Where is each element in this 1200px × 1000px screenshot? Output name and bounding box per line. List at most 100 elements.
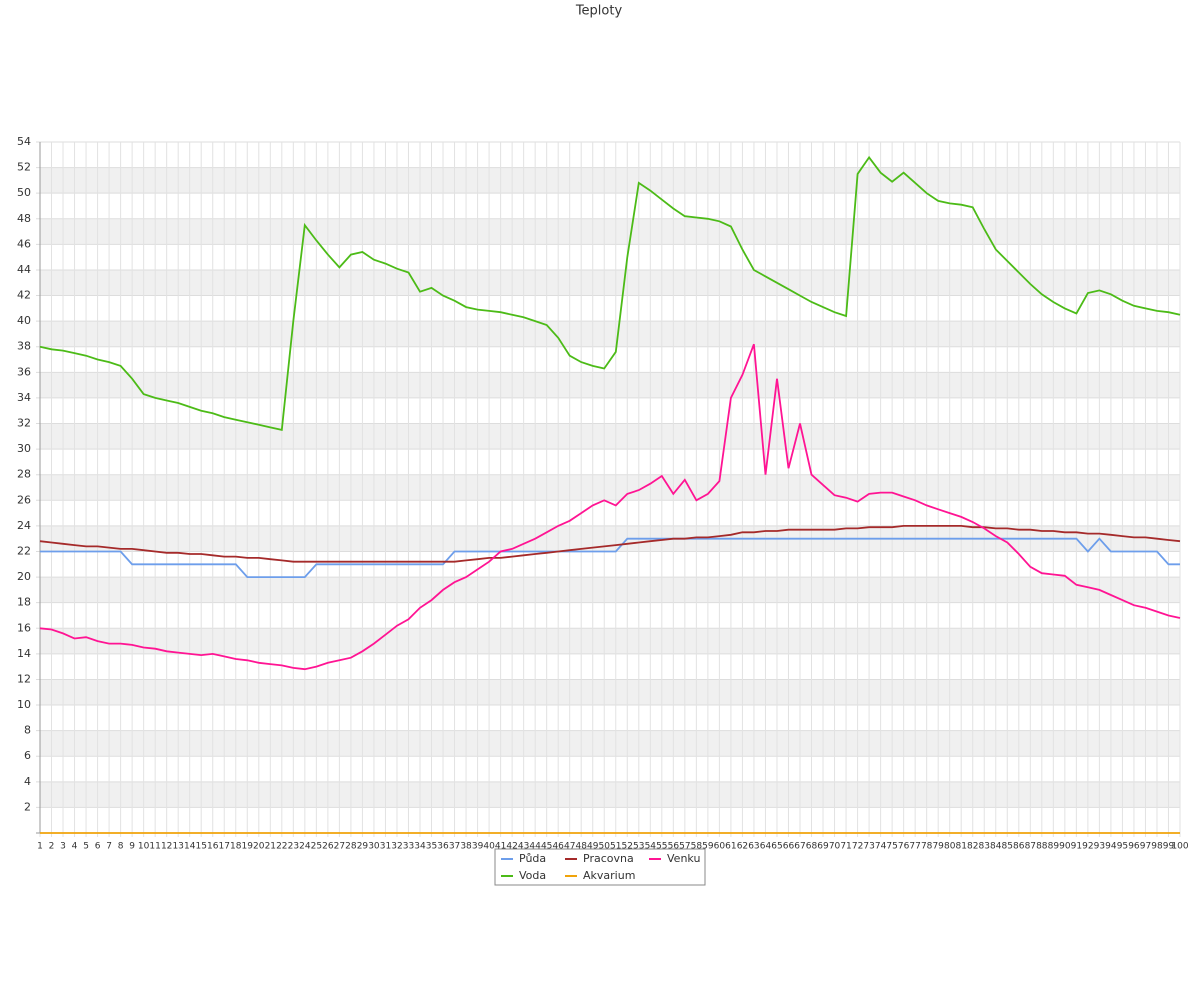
y-tick-label: 34: [17, 391, 31, 404]
x-tick-label: 60: [714, 842, 726, 852]
x-tick-label: 2: [49, 842, 55, 852]
x-tick-label: 91: [1071, 842, 1082, 852]
x-tick-label: 23: [288, 842, 299, 852]
x-tick-label: 4: [72, 842, 78, 852]
x-tick-label: 44: [529, 842, 541, 852]
x-tick-label: 38: [460, 842, 472, 852]
x-tick-label: 71: [840, 842, 851, 852]
y-tick-label: 46: [17, 237, 31, 250]
x-tick-label: 1: [37, 842, 43, 852]
x-tick-label: 58: [691, 842, 703, 852]
x-tick-label: 39: [472, 842, 484, 852]
x-tick-label: 68: [806, 842, 818, 852]
x-tick-label: 100: [1171, 842, 1188, 852]
x-tick-label: 87: [1025, 842, 1036, 852]
series-line: [39, 155, 1181, 431]
x-tick-label: 92: [1082, 842, 1093, 852]
x-tick-label: 56: [668, 842, 680, 852]
x-tick-label: 80: [944, 842, 956, 852]
x-tick-label: 47: [564, 842, 575, 852]
series-line: [39, 525, 1181, 563]
x-tick-label: 72: [852, 842, 863, 852]
x-tick-label: 35: [426, 842, 437, 852]
y-tick-label: 4: [24, 775, 31, 788]
x-tick-label: 9: [129, 842, 135, 852]
x-tick-label: 14: [184, 842, 196, 852]
y-tick-label: 22: [17, 544, 31, 557]
x-tick-label: 57: [679, 842, 690, 852]
x-tick-label: 19: [242, 842, 254, 852]
x-tick-label: 25: [311, 842, 322, 852]
x-tick-label: 41: [495, 842, 506, 852]
y-tick-label: 18: [17, 596, 31, 609]
x-tick-label: 30: [368, 842, 380, 852]
legend-label: Voda: [519, 869, 546, 882]
x-tick-label: 8: [118, 842, 124, 852]
x-tick-label: 11: [149, 842, 160, 852]
x-tick-label: 86: [1013, 842, 1025, 852]
x-tick-label: 82: [967, 842, 978, 852]
x-tick-label: 3: [60, 842, 66, 852]
x-tick-label: 34: [414, 842, 426, 852]
x-tick-label: 48: [575, 842, 587, 852]
y-tick-label: 14: [17, 647, 31, 660]
x-tick-label: 98: [1151, 842, 1163, 852]
x-tick-label: 65: [771, 842, 782, 852]
y-tick-label: 20: [17, 570, 31, 583]
x-tick-label: 63: [748, 842, 759, 852]
x-tick-label: 90: [1059, 842, 1071, 852]
x-tick-label: 46: [552, 842, 564, 852]
y-tick-label: 10: [17, 698, 31, 711]
x-tick-label: 37: [449, 842, 460, 852]
x-tick-label: 79: [932, 842, 944, 852]
y-tick-label: 30: [17, 442, 31, 455]
x-tick-label: 61: [725, 842, 736, 852]
x-tick-label: 97: [1140, 842, 1151, 852]
grid-band: [40, 269, 1180, 296]
chart-title: Teploty: [575, 4, 623, 19]
x-tick-label: 5: [83, 842, 89, 852]
legend-label: Pracovna: [583, 852, 634, 865]
x-tick-label: 89: [1048, 842, 1060, 852]
x-tick-label: 10: [138, 842, 150, 852]
x-tick-label: 96: [1128, 842, 1140, 852]
legend-box: [494, 848, 706, 886]
x-tick-label: 45: [541, 842, 552, 852]
x-tick-label: 73: [863, 842, 874, 852]
y-tick-label: 50: [17, 186, 31, 199]
x-tick-label: 18: [230, 842, 242, 852]
x-tick-label: 99: [1163, 842, 1175, 852]
y-tick-label: 40: [17, 314, 31, 327]
x-tick-label: 29: [357, 842, 369, 852]
grid-band: [40, 167, 1180, 194]
x-tick-label: 76: [898, 842, 910, 852]
grid-band: [40, 218, 1180, 245]
y-tick-label: 24: [17, 519, 31, 532]
x-tick-label: 42: [506, 842, 517, 852]
x-tick-label: 7: [106, 842, 112, 852]
x-tick-label: 33: [403, 842, 414, 852]
x-tick-label: 27: [334, 842, 345, 852]
y-tick-label: 48: [17, 212, 31, 225]
grid-band: [40, 781, 1180, 808]
y-tick-label: 12: [17, 672, 31, 685]
x-tick-label: 59: [702, 842, 714, 852]
x-tick-label: 66: [783, 842, 795, 852]
x-tick-label: 36: [437, 842, 449, 852]
x-tick-label: 64: [760, 842, 772, 852]
x-tick-label: 49: [587, 842, 599, 852]
grid-band: [40, 679, 1180, 706]
x-tick-label: 21: [265, 842, 276, 852]
x-tick-label: 83: [979, 842, 990, 852]
x-tick-label: 28: [345, 842, 357, 852]
grid-band: [40, 730, 1180, 757]
x-tick-label: 40: [483, 842, 495, 852]
grid-band: [40, 372, 1180, 398]
x-tick-label: 84: [990, 842, 1002, 852]
y-tick-label: 44: [17, 263, 31, 276]
y-tick-label: 54: [17, 135, 31, 148]
grid-band: [40, 628, 1180, 654]
series-line: [40, 537, 1180, 578]
